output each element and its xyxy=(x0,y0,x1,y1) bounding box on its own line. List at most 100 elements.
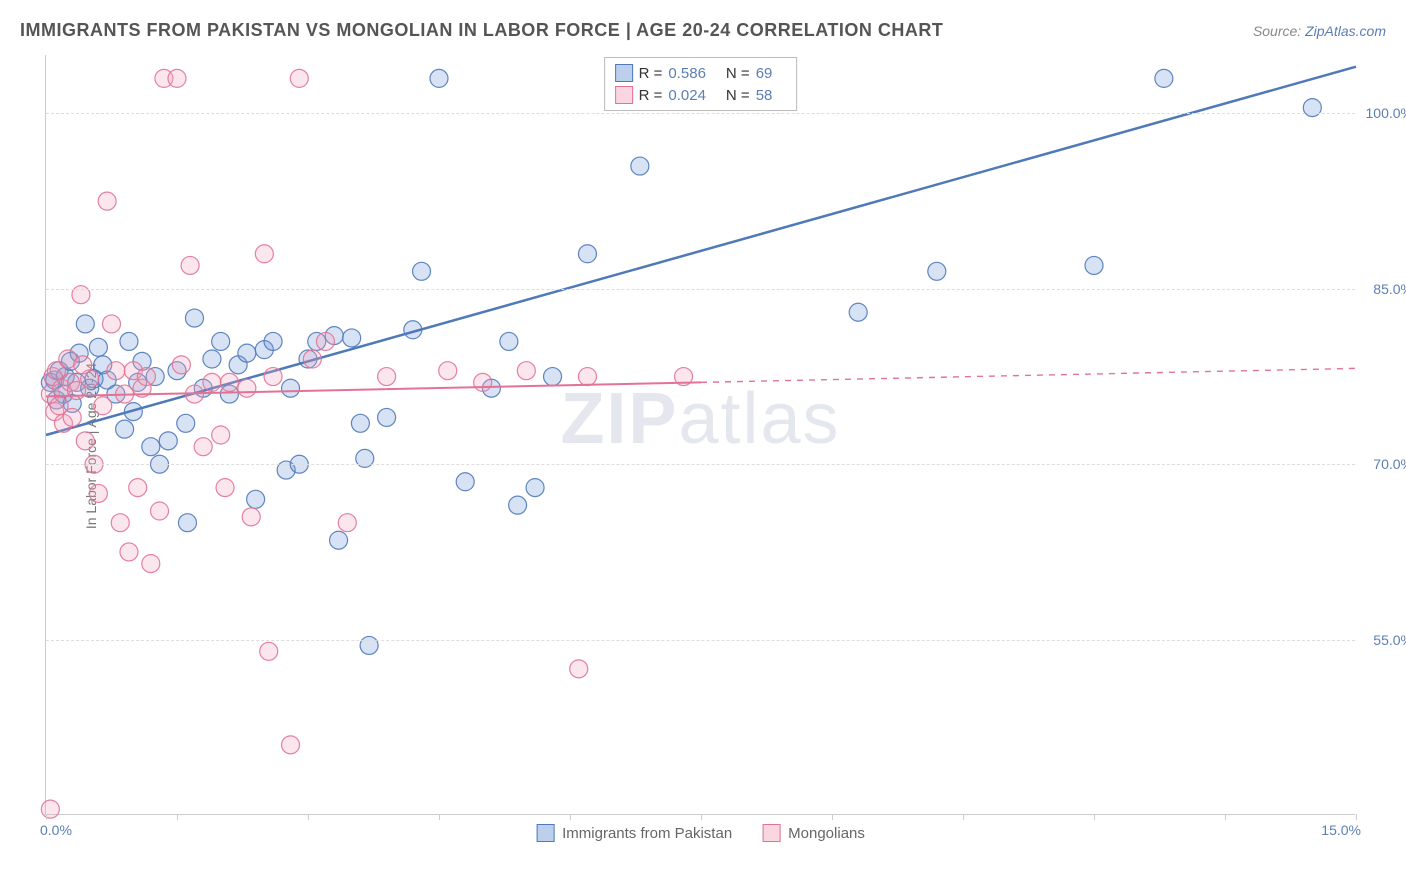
chart-header: IMMIGRANTS FROM PAKISTAN VS MONGOLIAN IN… xyxy=(20,20,1386,41)
scatter-point xyxy=(303,350,321,368)
scatter-point xyxy=(631,157,649,175)
scatter-point xyxy=(238,344,256,362)
y-tick-label: 100.0% xyxy=(1366,105,1406,121)
scatter-point xyxy=(474,373,492,391)
scatter-point xyxy=(216,479,234,497)
scatter-point xyxy=(264,368,282,386)
scatter-point xyxy=(181,256,199,274)
chart-title: IMMIGRANTS FROM PAKISTAN VS MONGOLIAN IN… xyxy=(20,20,943,41)
scatter-point xyxy=(526,479,544,497)
r-label-1: R = xyxy=(639,65,663,82)
y-tick-label: 70.0% xyxy=(1373,456,1406,472)
scatter-point xyxy=(76,432,94,450)
gridline-h xyxy=(46,640,1355,641)
scatter-point xyxy=(89,484,107,502)
scatter-point xyxy=(120,543,138,561)
x-tick xyxy=(963,814,964,820)
scatter-point xyxy=(185,309,203,327)
scatter-point xyxy=(41,800,59,818)
legend-bottom-swatch-1 xyxy=(536,824,554,842)
scatter-point xyxy=(500,332,518,350)
x-tick xyxy=(308,814,309,820)
scatter-point xyxy=(544,368,562,386)
scatter-point xyxy=(172,356,190,374)
correlation-legend: R = 0.586 N = 69 R = 0.024 N = 58 xyxy=(604,57,798,111)
scatter-point xyxy=(178,514,196,532)
scatter-point xyxy=(116,420,134,438)
n-value-1: 69 xyxy=(756,65,773,82)
scatter-point xyxy=(378,368,396,386)
scatter-point xyxy=(103,315,121,333)
scatter-point xyxy=(330,531,348,549)
legend-item-series2: Mongolians xyxy=(762,824,865,842)
scatter-point xyxy=(74,356,92,374)
legend-row-series2: R = 0.024 N = 58 xyxy=(615,84,787,106)
scatter-point xyxy=(255,245,273,263)
x-tick xyxy=(177,814,178,820)
x-tick xyxy=(46,814,47,820)
scatter-point xyxy=(142,555,160,573)
scatter-point xyxy=(282,736,300,754)
scatter-point xyxy=(194,438,212,456)
scatter-point xyxy=(1155,69,1173,87)
scatter-point xyxy=(578,368,596,386)
scatter-point xyxy=(137,368,155,386)
trend-line-dashed xyxy=(701,368,1356,382)
scatter-point xyxy=(247,490,265,508)
scatter-point xyxy=(343,329,361,347)
scatter-point xyxy=(439,362,457,380)
scatter-point xyxy=(316,332,334,350)
n-value-2: 58 xyxy=(756,87,773,104)
x-tick-label-right: 15.0% xyxy=(1321,822,1361,838)
r-value-1: 0.586 xyxy=(668,65,706,82)
source-prefix: Source: xyxy=(1253,23,1305,39)
legend-swatch-series1 xyxy=(615,64,633,82)
scatter-point xyxy=(1085,256,1103,274)
x-tick xyxy=(832,814,833,820)
r-value-2: 0.024 xyxy=(668,87,706,104)
legend-bottom-label-2: Mongolians xyxy=(788,825,865,842)
x-tick xyxy=(1225,814,1226,820)
scatter-point xyxy=(120,332,138,350)
scatter-point xyxy=(111,514,129,532)
scatter-point xyxy=(151,502,169,520)
source-link[interactable]: ZipAtlas.com xyxy=(1305,23,1386,39)
scatter-point xyxy=(238,379,256,397)
scatter-point xyxy=(159,432,177,450)
gridline-h xyxy=(46,464,1355,465)
scatter-point xyxy=(413,262,431,280)
scatter-point xyxy=(264,332,282,350)
y-tick-label: 85.0% xyxy=(1373,281,1406,297)
legend-row-series1: R = 0.586 N = 69 xyxy=(615,62,787,84)
legend-item-series1: Immigrants from Pakistan xyxy=(536,824,732,842)
chart-plot-area: ZIPatlas R = 0.586 N = 69 R = 0.024 N = … xyxy=(45,55,1355,815)
gridline-h xyxy=(46,289,1355,290)
scatter-point xyxy=(509,496,527,514)
legend-bottom-label-1: Immigrants from Pakistan xyxy=(562,825,732,842)
scatter-point xyxy=(94,397,112,415)
legend-bottom-swatch-2 xyxy=(762,824,780,842)
scatter-point xyxy=(129,479,147,497)
source-attribution: Source: ZipAtlas.com xyxy=(1253,23,1386,39)
scatter-point xyxy=(351,414,369,432)
scatter-point xyxy=(338,514,356,532)
scatter-point xyxy=(220,373,238,391)
x-tick xyxy=(439,814,440,820)
scatter-point xyxy=(203,373,221,391)
scatter-point xyxy=(63,408,81,426)
scatter-point xyxy=(168,69,186,87)
scatter-point xyxy=(107,362,125,380)
x-tick xyxy=(1356,814,1357,820)
scatter-point xyxy=(142,438,160,456)
scatter-point xyxy=(517,362,535,380)
legend-swatch-series2 xyxy=(615,86,633,104)
scatter-point xyxy=(282,379,300,397)
series-legend: Immigrants from Pakistan Mongolians xyxy=(528,824,873,842)
scatter-point xyxy=(260,642,278,660)
scatter-point xyxy=(177,414,195,432)
x-tick xyxy=(570,814,571,820)
x-tick-label-left: 0.0% xyxy=(40,822,72,838)
scatter-point xyxy=(290,69,308,87)
scatter-point xyxy=(928,262,946,280)
scatter-point xyxy=(212,426,230,444)
